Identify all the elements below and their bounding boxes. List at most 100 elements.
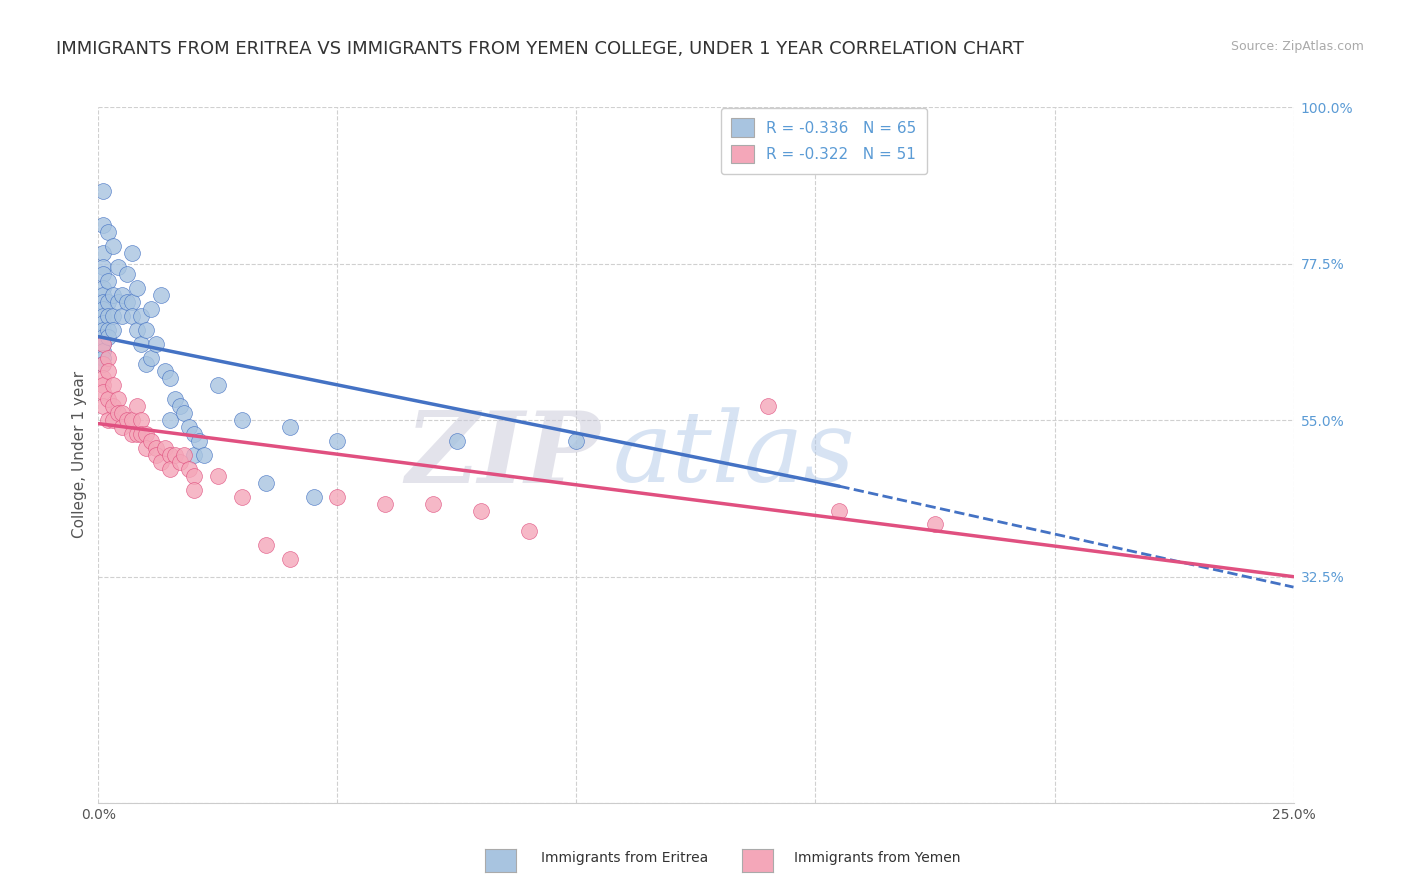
Point bbox=[91, 184, 114, 198]
Point bbox=[97, 225, 120, 239]
Point bbox=[179, 462, 201, 476]
Point bbox=[173, 406, 195, 420]
Point bbox=[131, 413, 153, 427]
Point bbox=[101, 309, 124, 323]
Legend: R = -0.336   N = 65, R = -0.322   N = 51: R = -0.336 N = 65, R = -0.322 N = 51 bbox=[720, 108, 928, 174]
Text: IMMIGRANTS FROM ERITREA VS IMMIGRANTS FROM YEMEN COLLEGE, UNDER 1 YEAR CORRELATI: IMMIGRANTS FROM ERITREA VS IMMIGRANTS FR… bbox=[56, 40, 1024, 58]
Point bbox=[159, 462, 181, 476]
Point bbox=[159, 448, 181, 462]
Point bbox=[145, 448, 167, 462]
Point bbox=[173, 448, 195, 462]
Point bbox=[125, 427, 148, 442]
Point bbox=[91, 301, 114, 316]
Point bbox=[91, 281, 114, 295]
Point bbox=[159, 413, 181, 427]
Point bbox=[91, 316, 114, 330]
Point bbox=[91, 371, 114, 385]
Point bbox=[115, 413, 138, 427]
Point bbox=[374, 497, 396, 511]
Point bbox=[97, 329, 120, 343]
Point bbox=[183, 483, 205, 497]
Point bbox=[139, 301, 162, 316]
Point bbox=[565, 434, 588, 448]
Point bbox=[97, 351, 120, 365]
Point bbox=[183, 468, 205, 483]
Point bbox=[97, 309, 120, 323]
Point bbox=[135, 323, 157, 337]
Point bbox=[111, 309, 134, 323]
Point bbox=[115, 267, 138, 281]
Point bbox=[101, 288, 124, 302]
Text: atlas: atlas bbox=[613, 408, 855, 502]
Point bbox=[159, 371, 181, 385]
Point bbox=[828, 503, 851, 517]
Point bbox=[302, 490, 325, 504]
Point bbox=[149, 288, 172, 302]
Point bbox=[101, 399, 124, 413]
Point bbox=[121, 246, 143, 260]
Point bbox=[326, 490, 349, 504]
Point bbox=[121, 309, 143, 323]
Point bbox=[107, 294, 129, 309]
Point bbox=[107, 406, 129, 420]
Point bbox=[91, 329, 114, 343]
Point bbox=[91, 343, 114, 358]
Point bbox=[91, 260, 114, 274]
Point bbox=[97, 294, 120, 309]
Point bbox=[91, 399, 114, 413]
Text: Source: ZipAtlas.com: Source: ZipAtlas.com bbox=[1230, 40, 1364, 54]
Point bbox=[183, 427, 205, 442]
Point bbox=[101, 323, 124, 337]
Point bbox=[97, 323, 120, 337]
Point bbox=[131, 309, 153, 323]
Point bbox=[163, 448, 186, 462]
Point bbox=[756, 399, 779, 413]
Point bbox=[101, 378, 124, 392]
Point bbox=[121, 294, 143, 309]
Point bbox=[470, 503, 492, 517]
Point bbox=[139, 351, 162, 365]
Point bbox=[131, 427, 153, 442]
Point bbox=[183, 448, 205, 462]
Point bbox=[135, 358, 157, 372]
Point bbox=[179, 420, 201, 434]
Point bbox=[91, 219, 114, 233]
Point bbox=[187, 434, 209, 448]
Text: Immigrants from Yemen: Immigrants from Yemen bbox=[794, 851, 960, 865]
Point bbox=[111, 288, 134, 302]
Point bbox=[97, 274, 120, 288]
Point bbox=[91, 336, 114, 351]
Text: Immigrants from Eritrea: Immigrants from Eritrea bbox=[541, 851, 709, 865]
Point bbox=[155, 441, 177, 455]
Point bbox=[924, 517, 946, 532]
Point bbox=[231, 413, 253, 427]
Point bbox=[145, 441, 167, 455]
Point bbox=[125, 281, 148, 295]
Point bbox=[101, 239, 124, 253]
Y-axis label: College, Under 1 year: College, Under 1 year bbox=[72, 371, 87, 539]
Point bbox=[107, 392, 129, 407]
Point bbox=[422, 497, 444, 511]
Point bbox=[163, 392, 186, 407]
Point bbox=[91, 358, 114, 372]
Point bbox=[101, 413, 124, 427]
Point bbox=[135, 427, 157, 442]
Point bbox=[207, 468, 229, 483]
Point bbox=[207, 378, 229, 392]
Point bbox=[278, 552, 301, 566]
Point bbox=[193, 448, 215, 462]
Point bbox=[145, 336, 167, 351]
Point bbox=[107, 260, 129, 274]
Point bbox=[121, 427, 143, 442]
Point bbox=[91, 267, 114, 281]
Point bbox=[97, 364, 120, 378]
Point bbox=[155, 364, 177, 378]
Point bbox=[91, 288, 114, 302]
Point bbox=[231, 490, 253, 504]
Point bbox=[91, 351, 114, 365]
Point bbox=[169, 399, 191, 413]
Text: ZIP: ZIP bbox=[405, 407, 600, 503]
Point bbox=[91, 323, 114, 337]
Point bbox=[91, 385, 114, 400]
Point bbox=[111, 420, 134, 434]
